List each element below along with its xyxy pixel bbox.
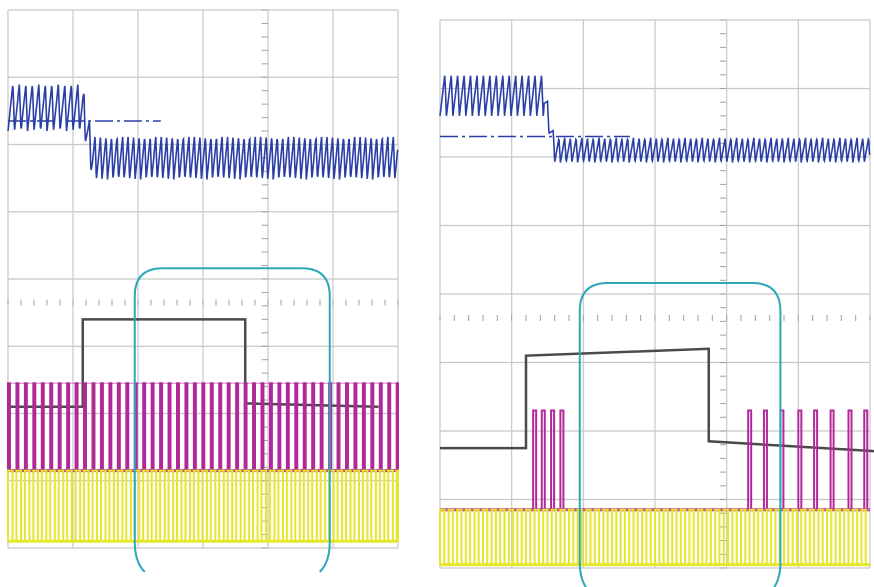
- highlight-region-outline: [133, 267, 331, 573]
- ch3-pulse: [747, 409, 753, 510]
- highlight-region-outline: [578, 282, 782, 587]
- ch3-pulse: [829, 409, 835, 510]
- scope-panel-left: [7, 9, 399, 573]
- ch3-pulse: [813, 409, 819, 510]
- ch3-pulse: [559, 409, 565, 510]
- ch3-pulse: [550, 409, 556, 510]
- ch3-pulse: [762, 409, 768, 510]
- ch3-pulse: [863, 409, 869, 510]
- ch2-step-waveform: [440, 347, 874, 453]
- ch1-ripple-waveform: [439, 75, 871, 164]
- ch3-pulse: [797, 409, 803, 510]
- ch3-pulse-train: [7, 382, 399, 471]
- scope-panel-right: [439, 19, 874, 587]
- ch3-pulse: [540, 409, 546, 510]
- ch3-pulse: [532, 409, 538, 510]
- ch3-pulse: [847, 409, 853, 510]
- ch1-ripple-waveform: [7, 84, 399, 180]
- ch2-step-waveform: [8, 318, 379, 409]
